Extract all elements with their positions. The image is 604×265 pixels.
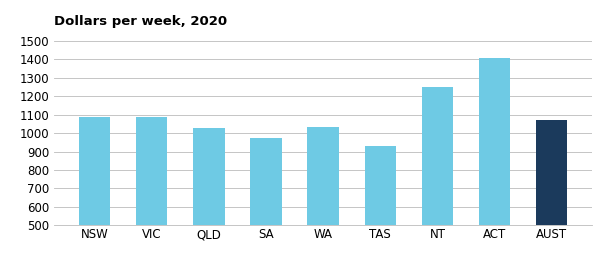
Bar — [136, 117, 167, 265]
Bar — [193, 128, 225, 265]
Bar — [536, 120, 568, 265]
Bar — [422, 87, 453, 265]
Bar — [307, 127, 339, 265]
Text: Dollars per week, 2020: Dollars per week, 2020 — [54, 15, 228, 28]
Bar — [479, 58, 510, 265]
Bar — [365, 146, 396, 265]
Bar — [250, 138, 281, 265]
Bar — [79, 117, 111, 265]
